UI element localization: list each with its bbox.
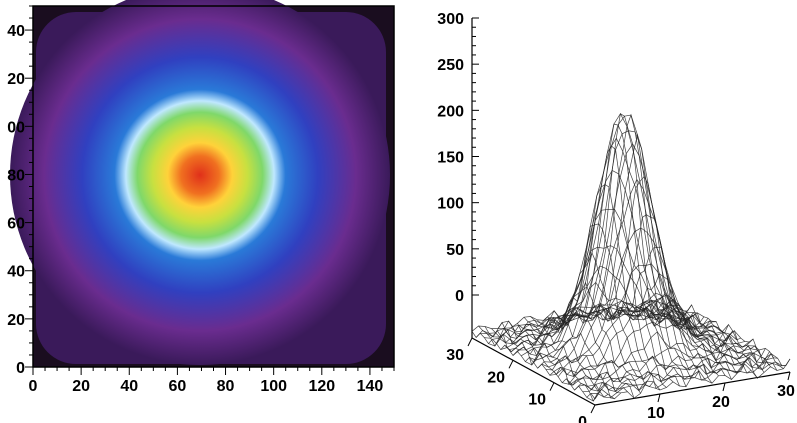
x-tick-label: 80 [217,378,235,395]
x-tick-label: 40 [120,378,138,395]
mesh-line-y [517,307,641,394]
x-tick-label: 20 [72,378,90,395]
x-tick-mark [657,393,661,403]
y-tick-label: 0 [16,360,25,377]
y-tick-label: 40 [7,264,25,281]
heatmap-y-axis: 0 20 40 60 80 00 20 40 [7,5,33,377]
mesh-line-y [614,303,739,373]
y-tick-label: 20 [7,312,25,329]
x-tick-mark [722,382,726,392]
surface-y-axis-line [471,337,596,406]
y-tick-label: 80 [7,167,25,184]
y-tick-mark [590,404,596,414]
z-tick-label: 0 [455,288,464,305]
mesh-line-y [634,303,758,379]
y-tick-label: 20 [487,369,505,386]
y-tick-label: 60 [7,216,25,233]
y-tick-mark [467,337,473,347]
mesh-line-y [484,326,609,398]
surface-x-axis-line [594,371,791,406]
mesh-line-y [491,328,615,400]
y-tick-label: 40 [7,23,25,40]
x-tick-mark [787,371,791,381]
mesh-line-y [536,223,661,391]
mesh-line-y [504,320,628,393]
mesh-line-y [569,113,693,380]
z-tick-label: 300 [437,11,464,28]
x-tick-label: 100 [260,378,287,395]
mesh-line-y [653,300,778,371]
z-tick-label: 150 [437,150,464,167]
mesh-line-y [530,251,654,388]
heatmap-x-axis: 0 20 40 60 80 100 120 140 [29,367,395,395]
mesh-line-y [588,214,713,384]
x-tick-label: 0 [29,378,38,395]
mesh-line-y [666,294,791,366]
x-tick-label: 30 [777,383,795,400]
heatmap-chart: 0 20 40 60 80 100 120 140 0 20 40 60 80 00 20 40 [7,0,395,395]
heatmap-beam [10,0,390,365]
z-tick-label: 250 [437,57,464,74]
mesh-line-x [525,137,721,366]
x-tick-label: 20 [712,394,730,411]
surface-z-axis: 0 50 100 150 200 250 300 [437,11,479,305]
mesh-line-y [471,331,596,400]
z-tick-label: 200 [437,103,464,120]
surface-chart: 0 50 100 150 200 250 300 0 10 20 30 10 20 30 [437,11,795,423]
y-tick-label: 10 [528,392,546,409]
mesh-line-y [549,145,674,383]
y-tick-label: 20 [7,71,25,88]
mesh-line-y [562,113,687,387]
surface-mesh [471,112,791,402]
y-tick-label: 00 [7,119,25,136]
surface-y-axis: 0 10 20 30 [446,337,596,423]
mesh-line-y [627,303,752,374]
mesh-line-y [621,300,745,374]
z-tick-label: 100 [437,196,464,213]
mesh-line-y [478,325,602,402]
y-tick-label: 0 [578,414,587,423]
x-tick-label: 60 [169,378,187,395]
z-tick-label: 50 [446,242,464,259]
mesh-line-x [545,178,742,371]
x-tick-label: 10 [647,405,665,422]
y-tick-mark [549,382,555,391]
y-tick-label: 30 [446,347,464,364]
y-tick-mark [508,360,514,369]
mesh-line-y [582,176,706,381]
mesh-line-x [566,331,762,386]
mesh-line-y [608,292,732,380]
x-tick-label: 120 [308,378,335,395]
x-tick-label: 140 [357,378,384,395]
surface-x-axis: 10 20 30 [647,371,795,422]
mesh-line-y [510,323,635,399]
